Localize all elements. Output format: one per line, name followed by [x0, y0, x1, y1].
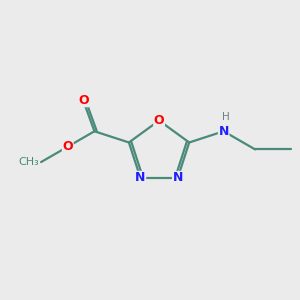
Text: CH₃: CH₃ — [18, 157, 39, 167]
Text: O: O — [154, 114, 164, 127]
Text: N: N — [172, 171, 183, 184]
Text: O: O — [78, 94, 89, 107]
Text: N: N — [135, 171, 146, 184]
Text: O: O — [62, 140, 73, 153]
Text: N: N — [218, 125, 229, 138]
Text: H: H — [222, 112, 230, 122]
